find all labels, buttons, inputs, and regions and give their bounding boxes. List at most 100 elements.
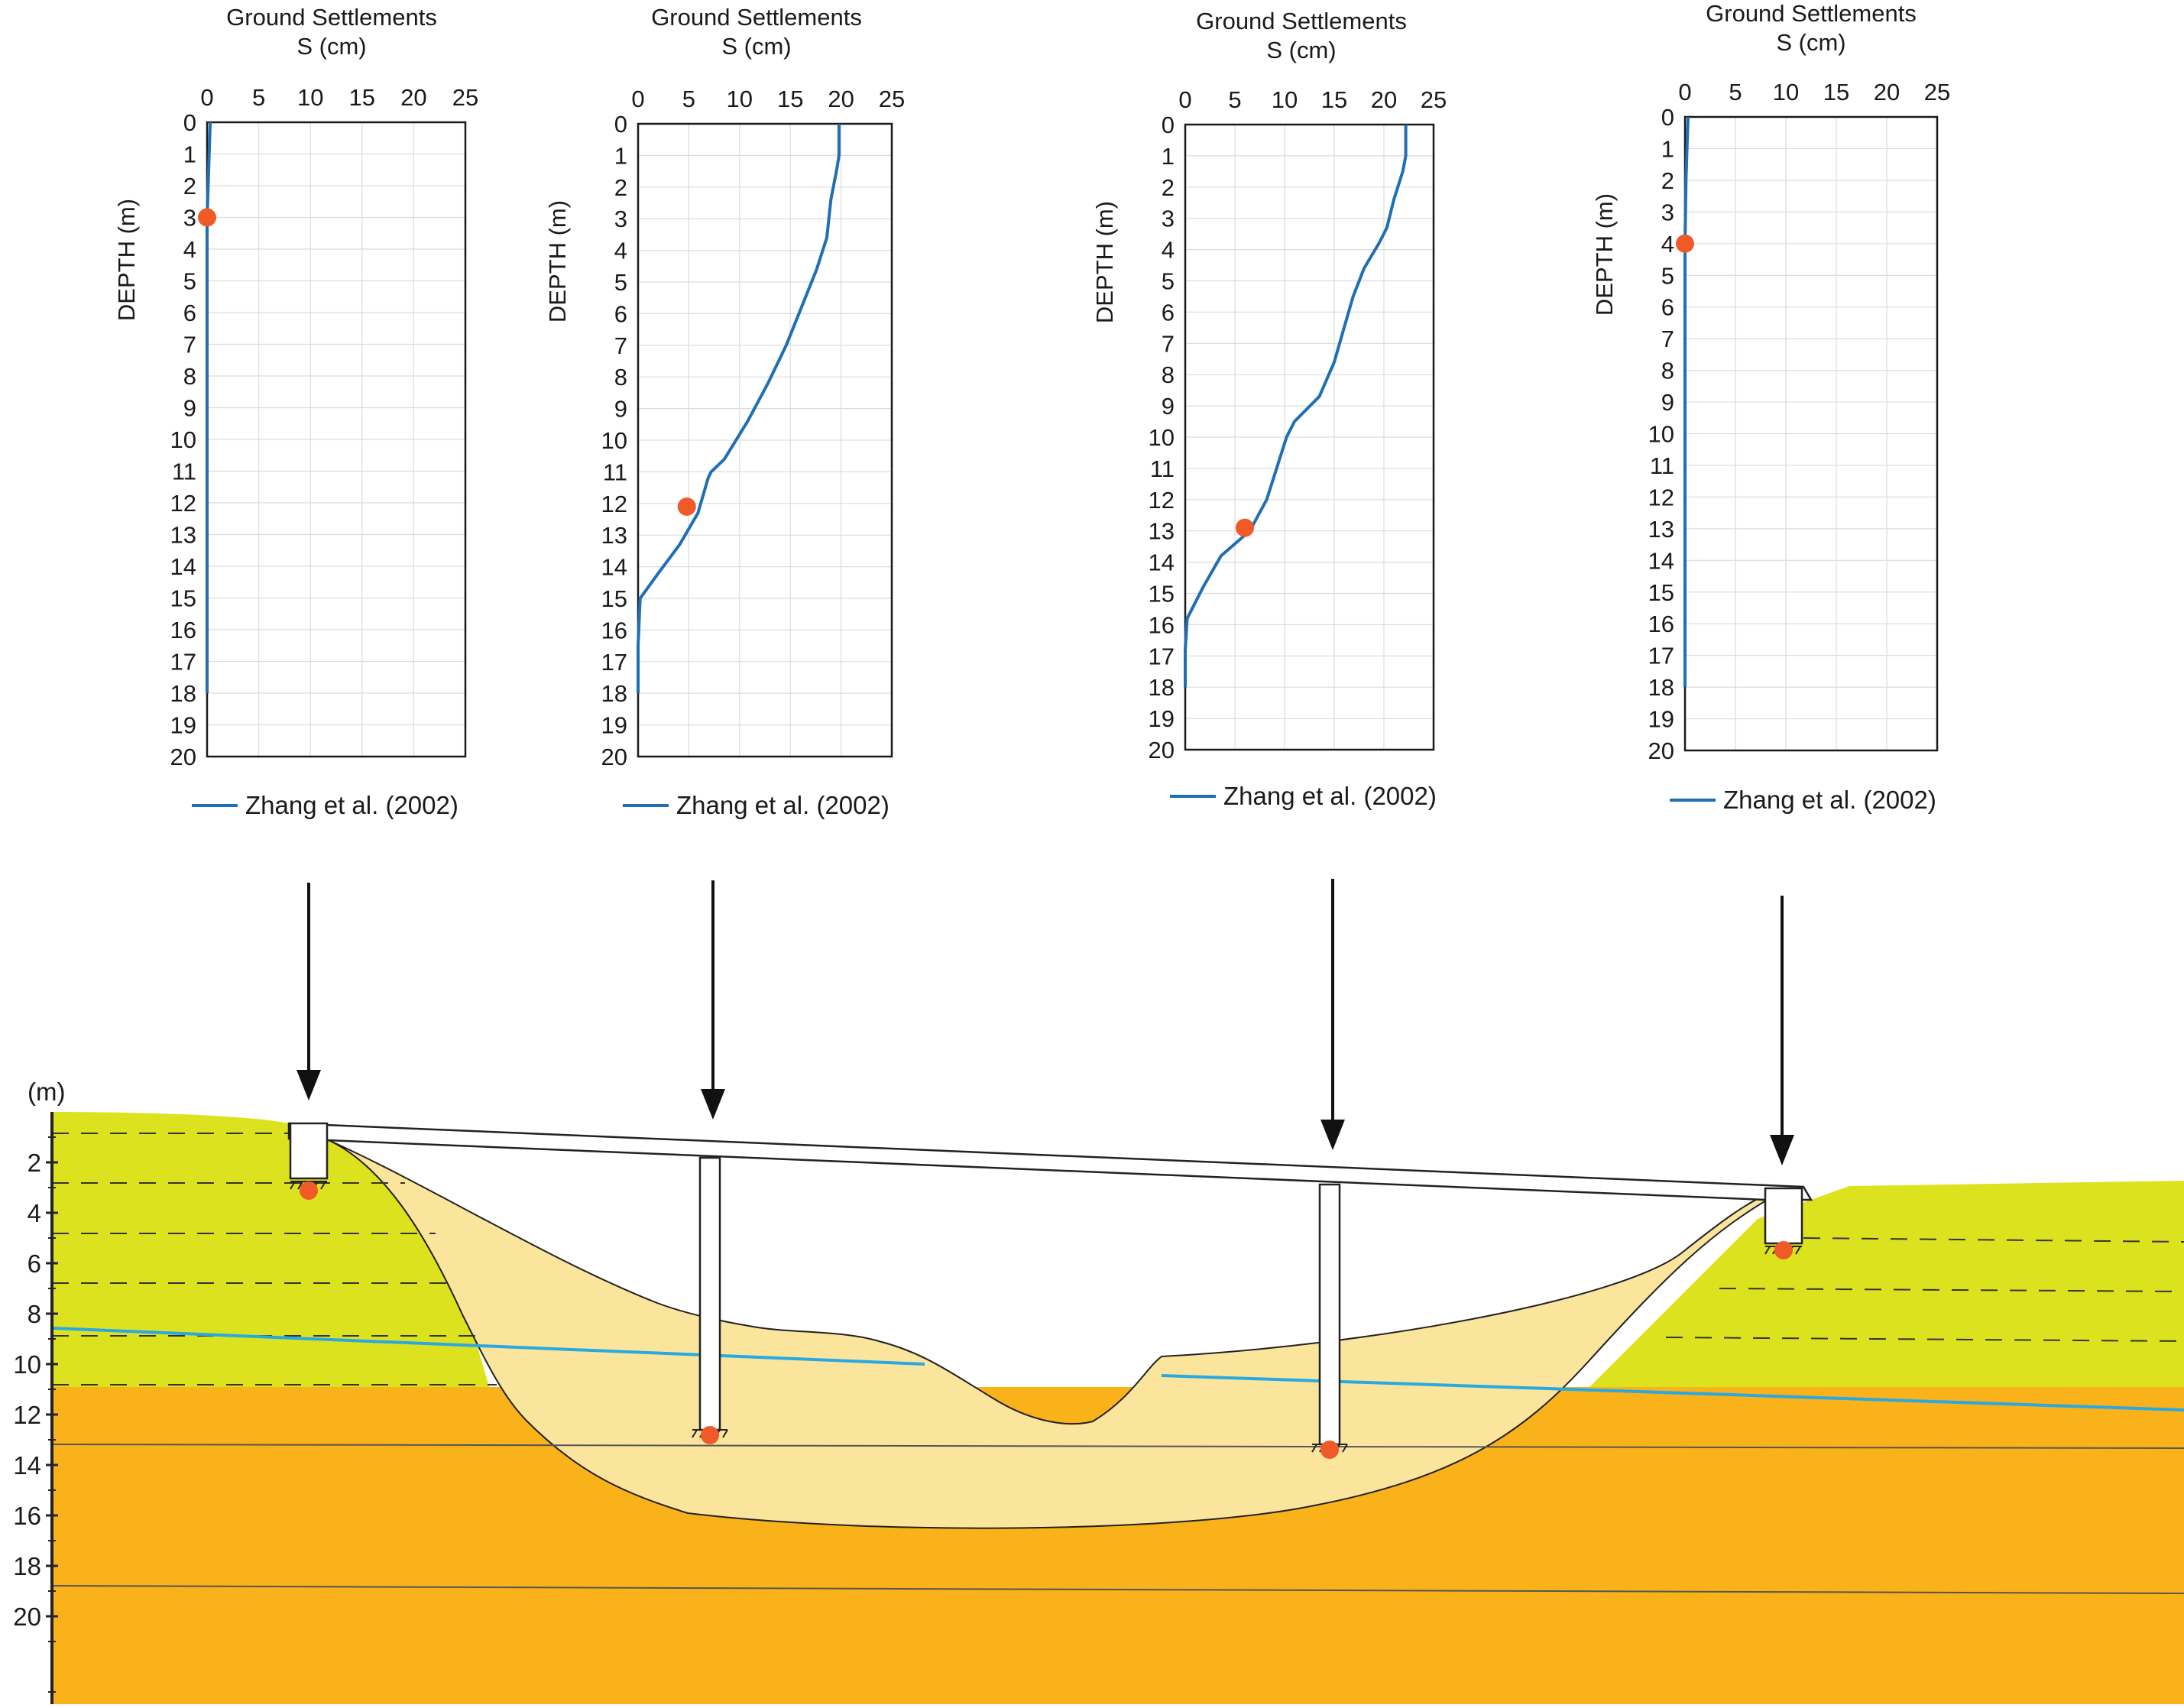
y-tick-label: 18 (1648, 674, 1674, 701)
y-tick-label: 17 (1149, 643, 1175, 669)
y-tick-label: 19 (1648, 706, 1674, 733)
chart-title: Ground Settlements (1196, 8, 1407, 34)
x-tick-label: 20 (828, 86, 854, 112)
y-tick-label: 10 (170, 426, 196, 453)
bridge-cross-section: (m) 2 4 6 8 10 12 14 16 18 20 (0, 879, 2184, 1704)
x-tick-label: 15 (1823, 79, 1849, 105)
layer-line-14m (49, 1444, 2184, 1449)
y-tick-label: 2 (1661, 167, 1674, 194)
legend-label: Zhang et al. (2002) (1223, 782, 1437, 810)
y-tick-label: 14 (1149, 549, 1175, 576)
y-tick-label: 20 (170, 744, 196, 770)
depth-tick-label: 2 (28, 1149, 41, 1177)
y-axis-label: DEPTH (m) (544, 200, 571, 322)
right-abutment (1764, 1187, 1803, 1245)
y-tick-label: 7 (1162, 330, 1175, 357)
x-tick-label: 20 (400, 84, 426, 111)
water-table-left (53, 1327, 925, 1366)
section-arrows (296, 879, 1794, 1165)
y-tick-label: 0 (183, 109, 196, 136)
y-tick-label: 15 (601, 585, 627, 612)
depth-tick-label: 14 (13, 1451, 41, 1480)
y-tick-label: 3 (614, 206, 627, 232)
depth-tick-label: 16 (13, 1502, 41, 1530)
y-tick-label: 18 (1149, 674, 1175, 701)
y-tick-label: 12 (1149, 487, 1175, 514)
foundation-marker-pier-1 (701, 1426, 719, 1444)
y-tick-label: 15 (1149, 581, 1175, 608)
depth-tick-label: 6 (28, 1249, 41, 1278)
y-tick-label: 2 (183, 173, 196, 199)
y-axis-label: DEPTH (m) (1591, 193, 1618, 316)
y-tick-label: 20 (1149, 737, 1175, 763)
y-tick-label: 12 (1648, 484, 1674, 510)
legend-label: Zhang et al. (2002) (245, 791, 459, 819)
y-tick-label: 9 (1661, 389, 1674, 416)
depth-tick-label: 8 (28, 1300, 41, 1328)
y-tick-label: 5 (1162, 268, 1175, 295)
x-tick-label: 0 (1178, 86, 1191, 113)
y-tick-label: 5 (183, 268, 196, 295)
y-tick-label: 12 (601, 491, 627, 517)
y-tick-label: 6 (1162, 299, 1175, 326)
plot-frame (1184, 123, 1435, 751)
y-tick-label: 16 (1648, 611, 1674, 637)
y-tick-label: 17 (1648, 643, 1674, 669)
y-tick-label: 0 (614, 111, 627, 138)
y-tick-label: 18 (601, 680, 627, 707)
y-tick-label: 2 (1162, 174, 1175, 201)
chart-title: Ground Settlements (651, 4, 862, 31)
chart-subtitle: S (cm) (296, 33, 366, 60)
legend-label: Zhang et al. (2002) (676, 791, 889, 819)
y-tick-label: 1 (183, 141, 196, 168)
legend: Zhang et al. (2002) (623, 791, 889, 819)
y-tick-label: 19 (170, 712, 196, 739)
y-tick-label: 3 (1162, 206, 1175, 232)
y-tick-label: 13 (601, 522, 627, 549)
x-tick-label: 10 (297, 84, 323, 111)
x-tick-label: 15 (349, 84, 375, 111)
y-tick-label: 8 (614, 364, 627, 391)
y-tick-label: 14 (170, 553, 196, 580)
foundation-level-marker (1676, 234, 1694, 253)
x-tick-label: 10 (1773, 79, 1799, 105)
x-tick-label: 5 (1228, 86, 1241, 113)
chart-subtitle: S (cm) (721, 33, 791, 60)
series-line (637, 124, 841, 694)
foundation-marker-pier-2 (1320, 1441, 1339, 1459)
x-tick-label: 25 (879, 86, 905, 112)
layer-line-18m (49, 1585, 2184, 1594)
y-tick-label: 10 (1149, 424, 1175, 451)
legend-label: Zhang et al. (2002) (1723, 786, 1936, 814)
y-tick-label: 6 (1661, 294, 1674, 321)
y-tick-label: 10 (601, 427, 627, 454)
series-line (1184, 125, 1408, 688)
depth-tick-label: 20 (13, 1603, 41, 1631)
depth-tick-label: 4 (28, 1199, 41, 1227)
y-tick-label: 20 (1648, 737, 1674, 764)
y-tick-label: 4 (614, 238, 627, 264)
y-tick-label: 1 (614, 142, 627, 169)
x-tick-label: 5 (682, 86, 695, 112)
y-tick-label: 15 (1648, 579, 1674, 606)
y-tick-label: 8 (1661, 358, 1674, 384)
x-tick-label: 25 (1924, 79, 1950, 105)
y-tick-label: 14 (601, 554, 627, 581)
y-tick-label: 7 (1661, 326, 1674, 352)
layer-dash-lines-left (23, 1133, 497, 1386)
y-tick-label: 13 (1648, 516, 1674, 543)
y-tick-label: 19 (601, 712, 627, 739)
y-tick-label: 20 (601, 744, 627, 770)
foundation-level-marker (677, 497, 696, 516)
y-tick-label: 1 (1661, 135, 1674, 162)
y-tick-label: 13 (170, 522, 196, 549)
y-tick-label: 4 (183, 236, 196, 263)
x-tick-label: 0 (631, 86, 644, 112)
foundation-marker-abutment-right (1774, 1241, 1793, 1259)
y-tick-label: 13 (1149, 518, 1175, 545)
